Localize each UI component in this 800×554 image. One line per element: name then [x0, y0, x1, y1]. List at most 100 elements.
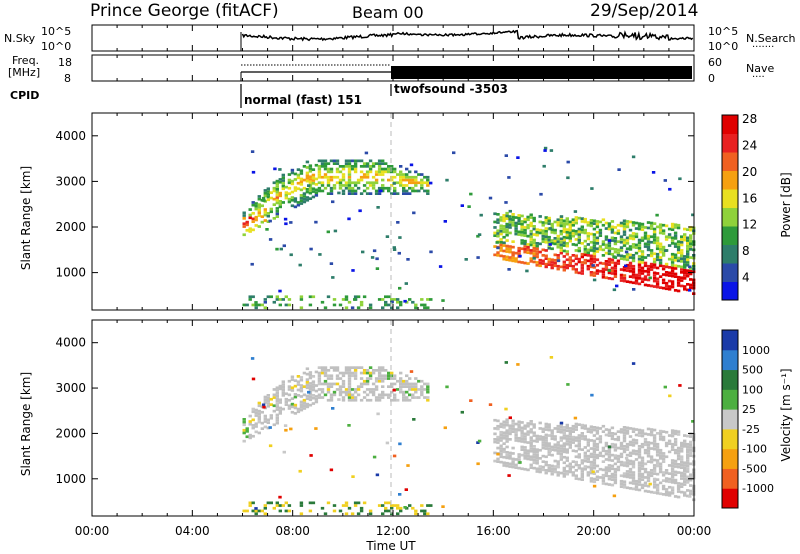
- scatter-cell: [680, 257, 684, 260]
- scatter-cell: [680, 238, 684, 241]
- scatter-cell: [541, 237, 545, 241]
- scatter-cell: [610, 228, 615, 231]
- scatter-cell: [275, 298, 279, 301]
- scatter-cell: [655, 432, 660, 435]
- scatter-cell: [664, 265, 669, 269]
- scatter-cell: [384, 186, 388, 190]
- scatter-cell: [423, 512, 427, 516]
- scatter-cell: [532, 426, 536, 429]
- scatter-cell: [652, 238, 657, 242]
- scatter-cell: [523, 250, 527, 254]
- scatter-cell: [381, 173, 385, 176]
- scatter-cell: [359, 178, 364, 182]
- scatter-cell: [404, 488, 408, 491]
- scatter-cell: [417, 388, 421, 391]
- scatter-cell: [583, 258, 587, 262]
- scatter-cell: [393, 377, 397, 380]
- scatter-cell: [320, 506, 325, 510]
- scatter-cell: [565, 217, 569, 220]
- scatter-cell: [516, 156, 520, 159]
- scatter-cell: [547, 447, 551, 451]
- time-x-axis: 00:00 04:00 08:00 12:00 16:00 20:00 00:00: [75, 25, 711, 538]
- scatter-cell: [640, 459, 645, 462]
- scatter-cell: [583, 231, 587, 235]
- scatter-cell: [398, 236, 402, 239]
- scatter-cell: [393, 192, 397, 195]
- scatter-cell: [397, 251, 401, 255]
- scatter-cell: [396, 388, 400, 391]
- scatter-cell: [640, 252, 645, 256]
- scatter-cell: [284, 392, 288, 396]
- scatter-cell: [643, 440, 648, 444]
- scatter-cell: [374, 385, 379, 388]
- scatter-cell: [511, 465, 515, 469]
- scatter-cell: [399, 390, 403, 394]
- scatter-cell: [631, 267, 636, 271]
- scatter-cell: [571, 435, 575, 439]
- scatter-cell: [556, 446, 560, 450]
- scatter-cell: [299, 406, 304, 409]
- scatter-cell: [543, 149, 547, 152]
- scatter-cell: [329, 385, 334, 388]
- scatter-cell: [559, 237, 564, 241]
- scatter-cell: [245, 220, 249, 224]
- power-scatter-cells: [242, 146, 696, 310]
- scatter-cell: [619, 455, 624, 459]
- scatter-cell: [532, 216, 536, 220]
- scatter-cell: [616, 259, 621, 263]
- scatter-cell: [637, 257, 642, 261]
- scatter-cell: [595, 426, 600, 430]
- scatter-cell: [592, 458, 597, 462]
- scatter-cell: [493, 220, 497, 224]
- scatter-cell: [631, 270, 636, 274]
- scatter-cell: [287, 388, 292, 391]
- scatter-cell: [646, 484, 651, 488]
- scatter-cell: [544, 425, 548, 429]
- scatter-cell: [408, 377, 412, 380]
- scatter-cell: [652, 252, 657, 256]
- scatter-cell: [287, 192, 292, 195]
- scatter-cell: [580, 461, 584, 465]
- scatter-cell: [329, 189, 334, 193]
- scatter-cell: [571, 438, 575, 442]
- scatter-cell: [293, 406, 298, 410]
- scatter-cell: [670, 442, 675, 446]
- scatter-cell: [248, 420, 252, 423]
- scatter-cell: [617, 168, 621, 171]
- scatter-cell: [652, 260, 657, 264]
- scatter-cell: [628, 261, 633, 265]
- scatter-cell: [499, 243, 503, 247]
- scatter-cell: [580, 228, 584, 231]
- scatter-cell: [326, 167, 331, 171]
- scatter-cell: [628, 267, 633, 270]
- scatter-cell: [307, 390, 311, 394]
- scatter-cell: [514, 458, 518, 461]
- scatter-cell: [607, 455, 612, 459]
- scatter-cell: [688, 495, 692, 498]
- scatter-cell: [344, 306, 349, 310]
- scatter-cell: [376, 412, 380, 416]
- scatter-cell: [523, 448, 527, 452]
- scatter-cell: [631, 465, 636, 469]
- scatter-cell: [568, 462, 572, 466]
- scatter-cell: [648, 276, 652, 280]
- y-tick-label: 2000: [55, 220, 86, 234]
- scatter-cell: [302, 385, 307, 388]
- scatter-cell: [541, 438, 545, 442]
- scatter-cell: [595, 269, 600, 272]
- scatter-cell: [282, 244, 286, 248]
- scatter-cell: [529, 458, 533, 461]
- colorbar-segment: [722, 409, 738, 430]
- scatter-cell: [287, 509, 292, 513]
- scatter-cell: [311, 383, 316, 386]
- scatter-cell: [254, 414, 258, 417]
- scatter-cell: [643, 448, 648, 452]
- scatter-cell: [323, 165, 328, 168]
- scatter-cell: [296, 203, 301, 207]
- scatter-cell: [508, 209, 512, 213]
- scatter-cell: [592, 233, 597, 236]
- scatter-cell: [275, 408, 279, 411]
- scatter-cell: [411, 300, 415, 304]
- scatter-cell: [538, 250, 542, 254]
- scatter-cell: [514, 260, 518, 263]
